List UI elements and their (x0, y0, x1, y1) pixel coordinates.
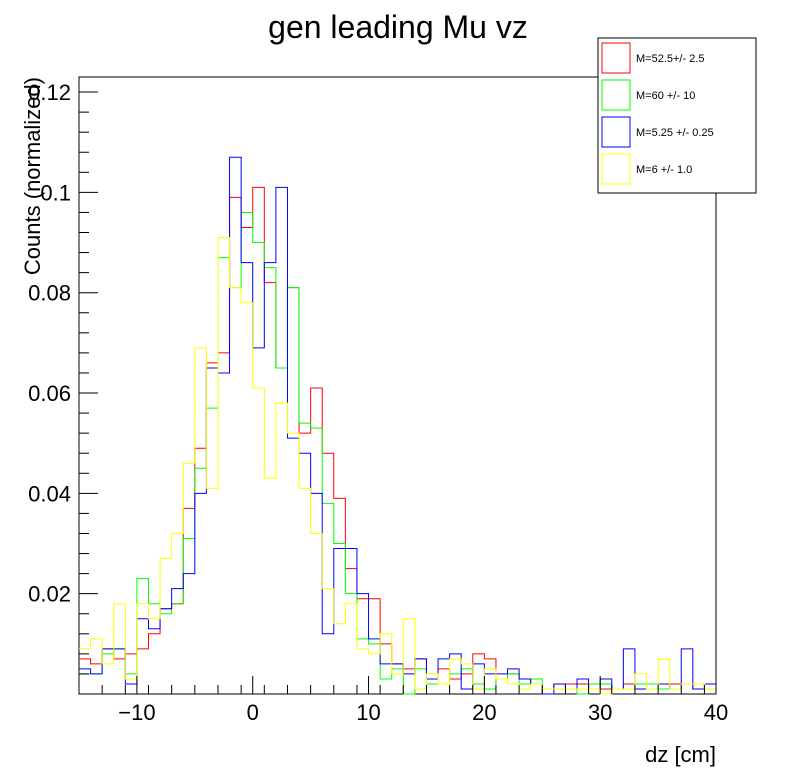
x-tick-label: 40 (704, 700, 728, 725)
x-tick-label: 10 (356, 700, 380, 725)
y-tick-label: 0.12 (28, 80, 71, 105)
legend-label: M=5.25 +/- 0.25 (636, 127, 714, 139)
legend-box (597, 37, 757, 194)
y-tick-label: 0.1 (40, 180, 71, 205)
histogram-series-3 (79, 156, 716, 695)
plot-frame (78, 76, 717, 695)
histogram-series-2 (79, 211, 716, 695)
legend: M=52.5+/- 2.5 M=60 +/- 10 M=5.25 +/- 0.25 M… (597, 37, 757, 194)
y-tick-label: 0.08 (28, 281, 71, 306)
y-tick-label: 0.04 (28, 481, 71, 506)
y-axis-label: Counts (normalized) (20, 77, 45, 275)
chart-title: gen leading Mu vz (268, 9, 528, 45)
legend-swatch (601, 153, 631, 185)
histogram-series-1 (79, 186, 716, 690)
x-tick-label: 20 (472, 700, 496, 725)
legend-label: M=52.5+/- 2.5 (636, 53, 705, 65)
x-tick-label: 0 (247, 700, 259, 725)
legend-label: M=60 +/- 10 (636, 90, 695, 102)
histogram-series-4 (79, 237, 716, 695)
x-axis-label: dz [cm] (645, 742, 716, 767)
y-tick-label: 0.06 (28, 381, 71, 406)
axes-layer: −10 0 10 20 30 40 0.02 0.04 0.06 0.08 0.1 0.12 (28, 80, 728, 725)
x-tick-label: −10 (118, 700, 155, 725)
legend-swatch (601, 116, 631, 148)
x-tick-label: 30 (588, 700, 612, 725)
legend-swatch (601, 79, 631, 111)
legend-swatch (601, 42, 631, 74)
y-tick-label: 0.02 (28, 582, 71, 607)
histogram-layer (79, 156, 716, 695)
legend-label: M=6 +/- 1.0 (636, 164, 692, 176)
